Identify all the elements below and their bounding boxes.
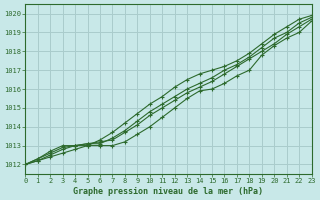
X-axis label: Graphe pression niveau de la mer (hPa): Graphe pression niveau de la mer (hPa): [74, 187, 263, 196]
